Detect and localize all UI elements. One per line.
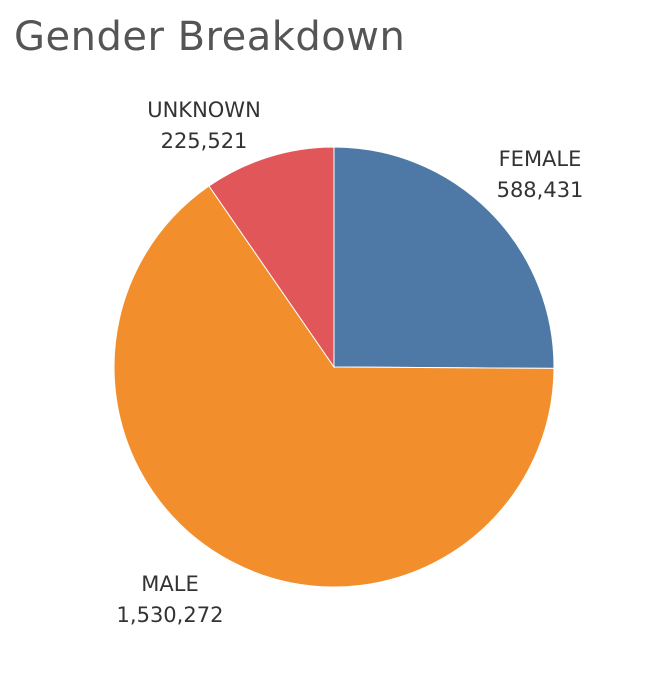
pie-slice-unknown[interactable] [208,146,335,369]
chart-title: Gender Breakdown [14,14,406,60]
pie-labels: FEMALE 588,431 MALE 1,530,272 UNKNOWN 225,521 [117,98,584,627]
pie-slices [113,146,555,588]
pie-slice-female[interactable] [333,146,555,369]
pie-slice-male[interactable] [113,185,555,588]
slice-value-male: 1,530,272 [117,603,224,627]
slice-label-male: MALE [141,572,198,596]
slice-value-unknown: 225,521 [161,129,248,153]
slice-label-unknown: UNKNOWN [147,98,261,122]
slice-label-female: FEMALE [499,147,582,171]
slice-value-female: 588,431 [497,178,584,202]
